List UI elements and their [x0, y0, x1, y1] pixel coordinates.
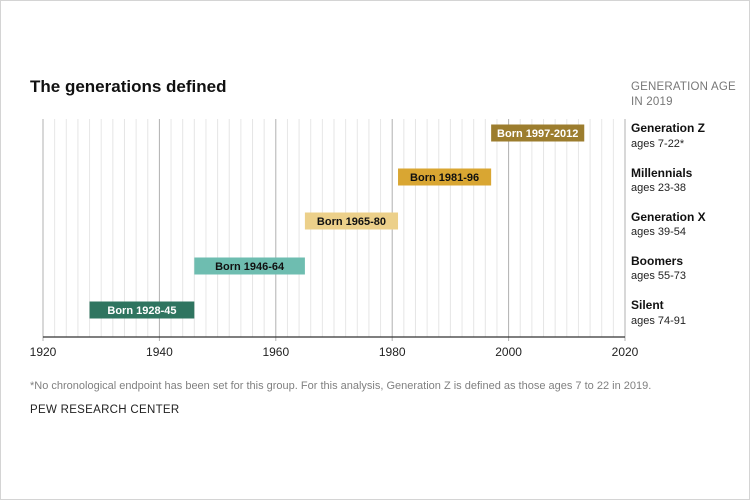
gen-age-boomers: ages 55-73 — [631, 270, 687, 282]
footnote: *No chronological endpoint has been set … — [30, 380, 652, 392]
gen-name-millennials: Millennials — [631, 166, 693, 180]
gen-name-boomers: Boomers — [631, 254, 684, 268]
bar-millennials — [398, 168, 492, 186]
gen-age-silent: ages 74-91 — [631, 315, 687, 327]
age-column-header: GENERATION AGE IN 2019 — [631, 80, 736, 110]
age-header-line-1: GENERATION AGE — [631, 81, 736, 93]
generation-bars: Born 1997-2012 Born 1981-96 Born 1965-80 Bo… — [89, 124, 585, 319]
x-tick-label: 1960 — [262, 345, 289, 359]
bar-generation-z — [491, 124, 585, 142]
bar-label: Born 1997-2012 — [497, 128, 578, 140]
bar-label: Born 1946-64 — [215, 261, 285, 273]
x-tick-label: 2020 — [612, 345, 639, 359]
gen-name-silent: Silent — [631, 298, 664, 312]
chart-title: The generations defined — [30, 77, 227, 96]
gen-name-generation-x: Generation X — [631, 210, 706, 224]
gen-age-generation-x: ages 39-54 — [631, 226, 687, 238]
bar-label: Born 1928-45 — [107, 305, 176, 317]
major-gridlines — [42, 119, 626, 341]
minor-gridlines — [54, 119, 614, 337]
x-tick-label: 1920 — [30, 345, 57, 359]
x-axis-tick-labels: 1920 1940 1960 1980 2000 2020 — [30, 345, 639, 359]
gen-age-generation-z: ages 7-22* — [631, 138, 685, 150]
age-header-line-2: IN 2019 — [631, 96, 673, 108]
source-credit: PEW RESEARCH CENTER — [30, 404, 180, 416]
x-tick-label: 1980 — [379, 345, 406, 359]
x-tick-label: 1940 — [146, 345, 173, 359]
bar-boomers — [194, 257, 305, 275]
bar-generation-x — [304, 212, 399, 230]
bar-silent — [89, 301, 195, 319]
gen-name-generation-z: Generation Z — [631, 121, 706, 135]
x-tick-label: 2000 — [495, 345, 522, 359]
gen-age-millennials: ages 23-38 — [631, 182, 687, 194]
bar-label: Born 1965-80 — [317, 216, 386, 228]
bar-label: Born 1981-96 — [410, 172, 479, 184]
